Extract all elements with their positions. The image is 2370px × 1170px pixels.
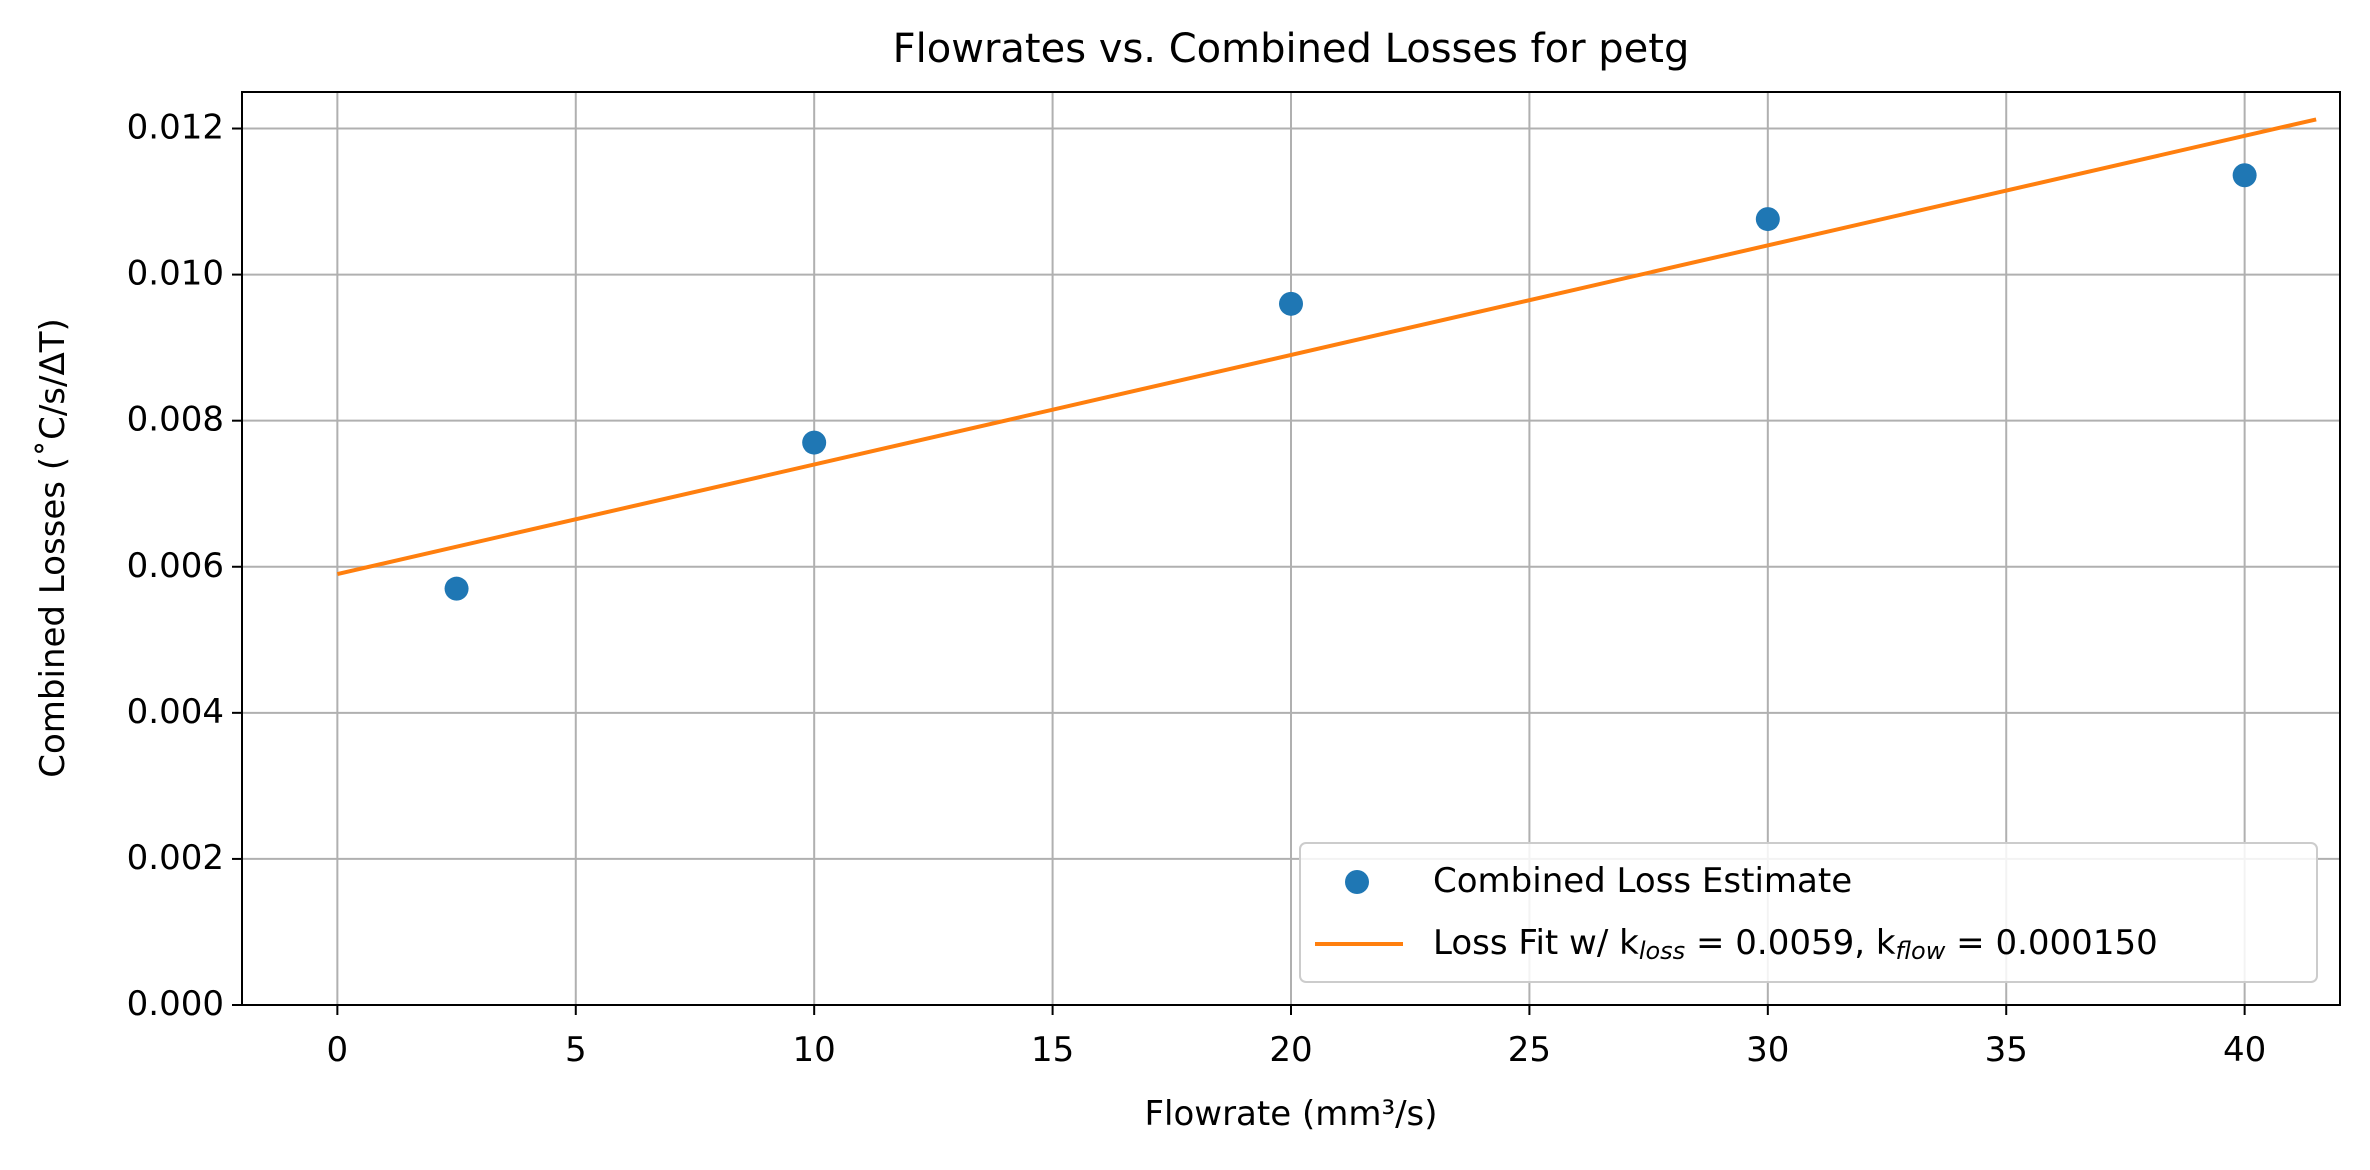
y-tick-label: 0.008 (127, 399, 224, 439)
legend-box (1299, 842, 2318, 983)
y-tick-label: 0.004 (127, 691, 224, 731)
y-axis-label: Combined Losses (˚C/s/ΔT) (33, 318, 73, 777)
fit-line (336, 117, 2317, 577)
x-tick-label: 40 (2223, 1030, 2266, 1070)
x-tick-label: 10 (793, 1030, 836, 1070)
y-tick-label: 0.002 (127, 837, 224, 877)
point (1755, 207, 1780, 232)
x-tick-label: 0 (327, 1030, 349, 1070)
x-tick-label: 25 (1508, 1030, 1551, 1070)
x-axis-label: Flowrate (mm³/s) (1144, 1094, 1437, 1134)
point (2232, 163, 2257, 188)
legend-label: Loss Fit w/ kloss = 0.0059, kflow = 0.00… (1433, 923, 2158, 966)
legend-label: Combined Loss Estimate (1433, 861, 1852, 901)
x-tick-label: 30 (1746, 1030, 1789, 1070)
x-tick-label: 5 (565, 1030, 587, 1070)
y-tick-label: 0.010 (127, 253, 224, 293)
y-tick-label: 0.006 (127, 545, 224, 585)
x-tick-label: 20 (1269, 1030, 1312, 1070)
x-tick-label: 35 (1985, 1030, 2028, 1070)
point (1279, 291, 1303, 316)
y-tick-label: 0.012 (127, 107, 224, 147)
point (444, 576, 469, 601)
legend-marker (1345, 870, 1369, 894)
chart-title: Flowrates vs. Combined Losses for petg (893, 26, 1690, 72)
y-tick-label: 0.000 (127, 984, 224, 1024)
plot-frame (241, 91, 2341, 1006)
x-tick-label: 15 (1031, 1030, 1074, 1070)
point (802, 430, 827, 455)
